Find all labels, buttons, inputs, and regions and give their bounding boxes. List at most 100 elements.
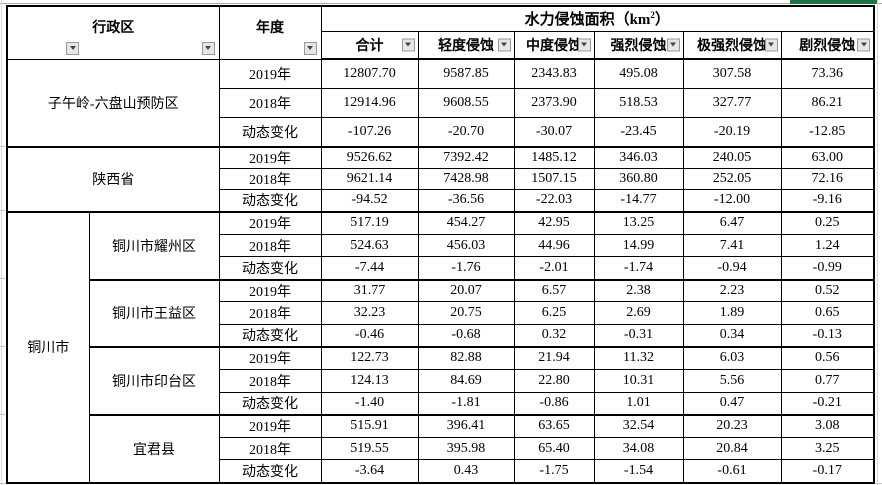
- value-cell[interactable]: 21.94: [513, 345, 595, 370]
- value-cell[interactable]: 0.56: [780, 345, 875, 370]
- value-cell[interactable]: 327.77: [682, 87, 782, 118]
- year-label-cell[interactable]: 动态变化: [218, 324, 322, 347]
- value-cell[interactable]: 2343.83: [513, 58, 595, 89]
- value-cell[interactable]: 20.84: [682, 437, 782, 460]
- value-cell[interactable]: -3.64: [320, 459, 419, 483]
- year-label-cell[interactable]: 2019年: [218, 278, 322, 302]
- value-cell[interactable]: -0.31: [593, 324, 684, 347]
- value-cell[interactable]: 6.03: [682, 345, 782, 370]
- value-cell[interactable]: 9587.85: [417, 58, 515, 89]
- value-cell[interactable]: 9608.55: [417, 87, 515, 118]
- value-cell[interactable]: 2.38: [593, 278, 684, 302]
- subregion-cell[interactable]: 宜君县: [88, 413, 220, 483]
- header-year[interactable]: 年度: [218, 5, 322, 60]
- value-cell[interactable]: 1.24: [780, 234, 875, 257]
- value-cell[interactable]: 20.07: [417, 278, 515, 302]
- value-cell[interactable]: 84.69: [417, 369, 515, 393]
- value-cell[interactable]: -22.03: [513, 189, 595, 212]
- value-cell[interactable]: 34.08: [593, 437, 684, 460]
- value-cell[interactable]: 73.36: [780, 58, 875, 89]
- year-label-cell[interactable]: 动态变化: [218, 116, 322, 148]
- value-cell[interactable]: 0.32: [513, 324, 595, 347]
- value-cell[interactable]: -12.00: [682, 189, 782, 212]
- value-cell[interactable]: 11.32: [593, 345, 684, 370]
- value-cell[interactable]: 22.80: [513, 369, 595, 393]
- value-cell[interactable]: 395.98: [417, 437, 515, 460]
- value-cell[interactable]: -36.56: [417, 189, 515, 212]
- value-cell[interactable]: 6.25: [513, 301, 595, 325]
- value-cell[interactable]: -1.75: [513, 459, 595, 483]
- value-cell[interactable]: -1.74: [593, 256, 684, 280]
- value-cell[interactable]: 518.53: [593, 87, 684, 118]
- header-col-light-erosion[interactable]: 轻度侵蚀: [417, 30, 515, 60]
- value-cell[interactable]: -1.40: [320, 392, 419, 415]
- value-cell[interactable]: 9526.62: [320, 146, 419, 169]
- value-cell[interactable]: -23.45: [593, 116, 684, 148]
- year-label-cell[interactable]: 动态变化: [218, 459, 322, 483]
- value-cell[interactable]: 6.47: [682, 210, 782, 235]
- value-cell[interactable]: -1.54: [593, 459, 684, 483]
- value-cell[interactable]: 3.08: [780, 413, 875, 438]
- year-label-cell[interactable]: 动态变化: [218, 256, 322, 280]
- value-cell[interactable]: 517.19: [320, 210, 419, 235]
- filter-dropdown-button[interactable]: [303, 41, 317, 55]
- year-label-cell[interactable]: 2019年: [218, 146, 322, 169]
- value-cell[interactable]: -94.52: [320, 189, 419, 212]
- value-cell[interactable]: -0.68: [417, 324, 515, 347]
- value-cell[interactable]: 32.54: [593, 413, 684, 438]
- year-label-cell[interactable]: 2019年: [218, 413, 322, 438]
- year-label-cell[interactable]: 2018年: [218, 87, 322, 118]
- header-col-very-intense-erosion[interactable]: 极强烈侵蚀: [682, 30, 782, 60]
- year-label-cell[interactable]: 2018年: [218, 168, 322, 190]
- value-cell[interactable]: 0.43: [417, 459, 515, 483]
- header-col-severe-erosion[interactable]: 剧烈侵蚀: [780, 30, 875, 60]
- year-label-cell[interactable]: 2018年: [218, 369, 322, 393]
- year-label-cell[interactable]: 2018年: [218, 301, 322, 325]
- year-label-cell[interactable]: 2018年: [218, 437, 322, 460]
- value-cell[interactable]: 2373.90: [513, 87, 595, 118]
- value-cell[interactable]: 360.80: [593, 168, 684, 190]
- value-cell[interactable]: 0.25: [780, 210, 875, 235]
- year-label-cell[interactable]: 动态变化: [218, 392, 322, 415]
- value-cell[interactable]: -0.94: [682, 256, 782, 280]
- value-cell[interactable]: 10.31: [593, 369, 684, 393]
- value-cell[interactable]: 5.56: [682, 369, 782, 393]
- region-cell[interactable]: 子午岭-六盘山预防区: [6, 58, 220, 148]
- value-cell[interactable]: -30.07: [513, 116, 595, 148]
- value-cell[interactable]: 12914.96: [320, 87, 419, 118]
- subregion-cell[interactable]: 铜川市王益区: [88, 278, 220, 347]
- value-cell[interactable]: 44.96: [513, 234, 595, 257]
- filter-dropdown-button[interactable]: [666, 38, 680, 52]
- year-label-cell[interactable]: 2019年: [218, 58, 322, 89]
- value-cell[interactable]: -20.70: [417, 116, 515, 148]
- value-cell[interactable]: -0.61: [682, 459, 782, 483]
- value-cell[interactable]: 42.95: [513, 210, 595, 235]
- filter-dropdown-button[interactable]: [577, 38, 591, 52]
- value-cell[interactable]: -20.19: [682, 116, 782, 148]
- value-cell[interactable]: 7392.42: [417, 146, 515, 169]
- value-cell[interactable]: 7.41: [682, 234, 782, 257]
- value-cell[interactable]: -9.16: [780, 189, 875, 212]
- value-cell[interactable]: 0.34: [682, 324, 782, 347]
- filter-dropdown-button[interactable]: [857, 38, 870, 52]
- value-cell[interactable]: 1507.15: [513, 168, 595, 190]
- header-col-intense-erosion[interactable]: 强烈侵蚀: [593, 30, 684, 60]
- value-cell[interactable]: 6.57: [513, 278, 595, 302]
- value-cell[interactable]: 9621.14: [320, 168, 419, 190]
- value-cell[interactable]: 2.23: [682, 278, 782, 302]
- value-cell[interactable]: -0.17: [780, 459, 875, 483]
- value-cell[interactable]: 12807.70: [320, 58, 419, 89]
- value-cell[interactable]: 122.73: [320, 345, 419, 370]
- value-cell[interactable]: -7.44: [320, 256, 419, 280]
- value-cell[interactable]: -0.21: [780, 392, 875, 415]
- value-cell[interactable]: 1.01: [593, 392, 684, 415]
- value-cell[interactable]: 454.27: [417, 210, 515, 235]
- value-cell[interactable]: -107.26: [320, 116, 419, 148]
- value-cell[interactable]: 31.77: [320, 278, 419, 302]
- value-cell[interactable]: -1.81: [417, 392, 515, 415]
- value-cell[interactable]: 20.75: [417, 301, 515, 325]
- value-cell[interactable]: -0.99: [780, 256, 875, 280]
- value-cell[interactable]: 519.55: [320, 437, 419, 460]
- value-cell[interactable]: 82.88: [417, 345, 515, 370]
- subregion-cell[interactable]: 铜川市印台区: [88, 345, 220, 415]
